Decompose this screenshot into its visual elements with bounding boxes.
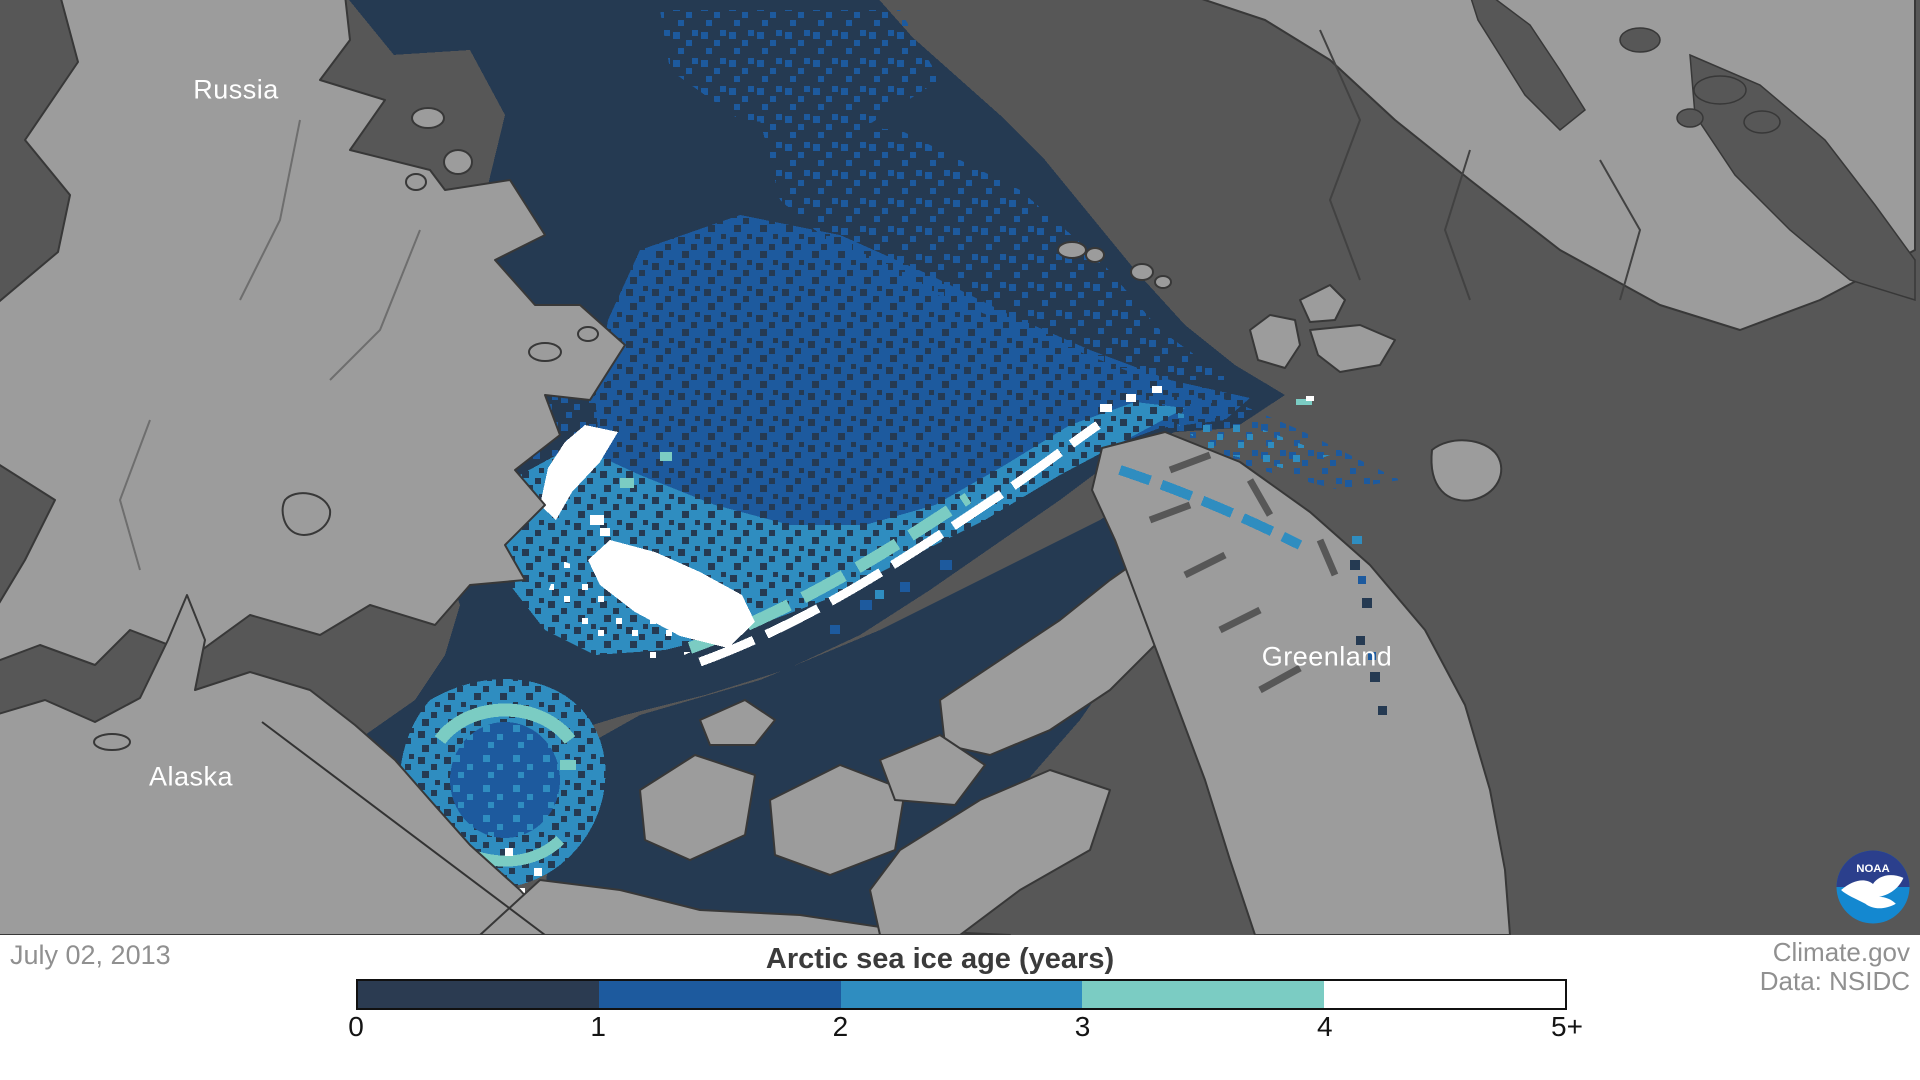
canada-mainland (479, 879, 1011, 935)
noaa-logo-text: NOAA (1856, 863, 1890, 875)
noaa-logo: NOAA (1836, 850, 1910, 924)
legend-tick-4: 4 (1317, 1011, 1333, 1042)
banks-island (639, 754, 756, 861)
date-line-boundary (261, 721, 546, 935)
legend-tick-1: 1 (590, 1011, 606, 1042)
legend-tick-3: 3 (1074, 1011, 1091, 1042)
map-label-russia: Russia (193, 74, 279, 105)
arctic-map-graphic (0, 0, 1916, 935)
map-label-greenland: Greenland (1261, 641, 1393, 672)
legend-tick-0: 0 (348, 1011, 364, 1042)
legend-segment-4-5+ years (1323, 981, 1566, 1008)
alaska-landmass (0, 594, 561, 935)
russia-landmass (0, 0, 626, 666)
legend-footer: July 02, 2013 Arctic sea ice age (years)… (0, 935, 1920, 1080)
credit-data: Data: NSIDC (1759, 966, 1910, 996)
credit-source: Climate.gov (1772, 937, 1910, 967)
credits: Climate.gov Data: NSIDC (1760, 938, 1910, 996)
noaa-seagull-icon (1841, 875, 1904, 909)
legend-ticks: 0 1 2 3 4 5+ (348, 1011, 1583, 1045)
legend-tick-2: 2 (832, 1011, 849, 1042)
greenland-landmass (1091, 431, 1511, 935)
victoria-island (769, 764, 906, 876)
arctic-map: Russia Alaska Greenland NOAA (0, 0, 1920, 935)
legend-title: Arctic sea ice age (years) (765, 943, 1115, 975)
iceland (1430, 439, 1503, 502)
legend-segment-2-3 years (840, 981, 1083, 1008)
svalbard-islands (1249, 284, 1396, 373)
legend-segment-3-4 years (1082, 981, 1324, 1008)
east-greenland-drift-ice (1118, 465, 1387, 715)
white-sea (1470, 0, 1586, 132)
date-label: July 02, 2013 (10, 940, 171, 970)
legend-tick-5+: 5+ (1551, 1011, 1583, 1042)
legend-segment-0-1 years (358, 981, 600, 1008)
legend-segment-1-2 years (599, 981, 841, 1008)
country-borders (1319, 29, 1642, 301)
baffin-island (869, 769, 1111, 935)
legend-bar (356, 979, 1567, 1010)
oldest-ice-swirl (540, 425, 618, 520)
rivers (118, 119, 421, 571)
landmasses (0, 0, 1916, 935)
wrangel-island (281, 492, 332, 536)
map-label-alaska: Alaska (148, 761, 234, 792)
franz-josef-land (1057, 241, 1172, 289)
greenland-fjords (1148, 451, 1339, 694)
